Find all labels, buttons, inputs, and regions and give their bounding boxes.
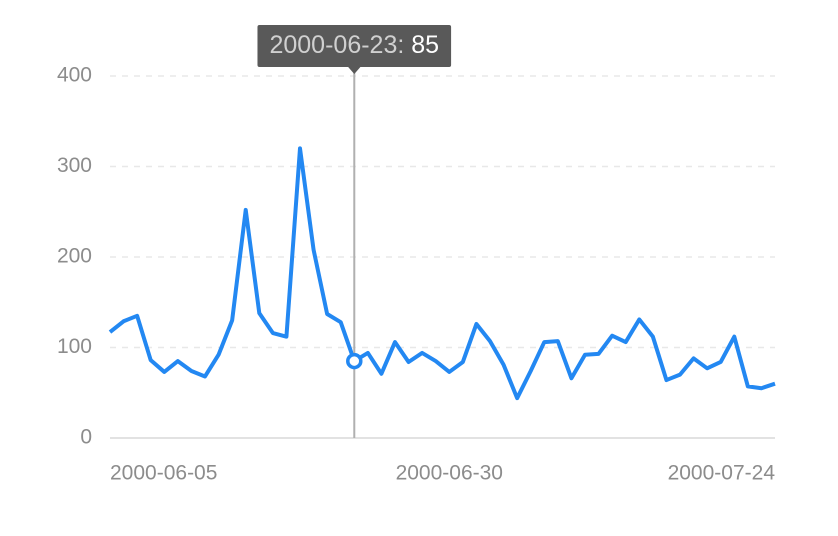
tooltip-box: [257, 25, 452, 67]
y-tick-label: 100: [57, 335, 92, 358]
y-tick-label: 0: [80, 426, 92, 449]
tooltip-value: 85: [411, 31, 439, 59]
y-tick-label: 300: [57, 154, 92, 177]
tooltip-text: 2000-06-23: 85: [269, 31, 439, 59]
x-tick-label: 2000-06-05: [110, 462, 217, 485]
tooltip-arrow: [347, 66, 362, 74]
y-tick-label: 200: [57, 245, 92, 268]
tooltip: 2000-06-23: 85: [257, 25, 452, 438]
tooltip-date: 2000-06-23: [269, 31, 397, 59]
point-marker: [346, 352, 363, 370]
tooltip-sep: :: [397, 31, 411, 59]
y-tick-label: 400: [57, 64, 92, 87]
x-tick-label: 2000-06-30: [396, 462, 503, 485]
line: [108, 146, 776, 401]
x-tick-label: 2000-07-24: [668, 462, 776, 485]
